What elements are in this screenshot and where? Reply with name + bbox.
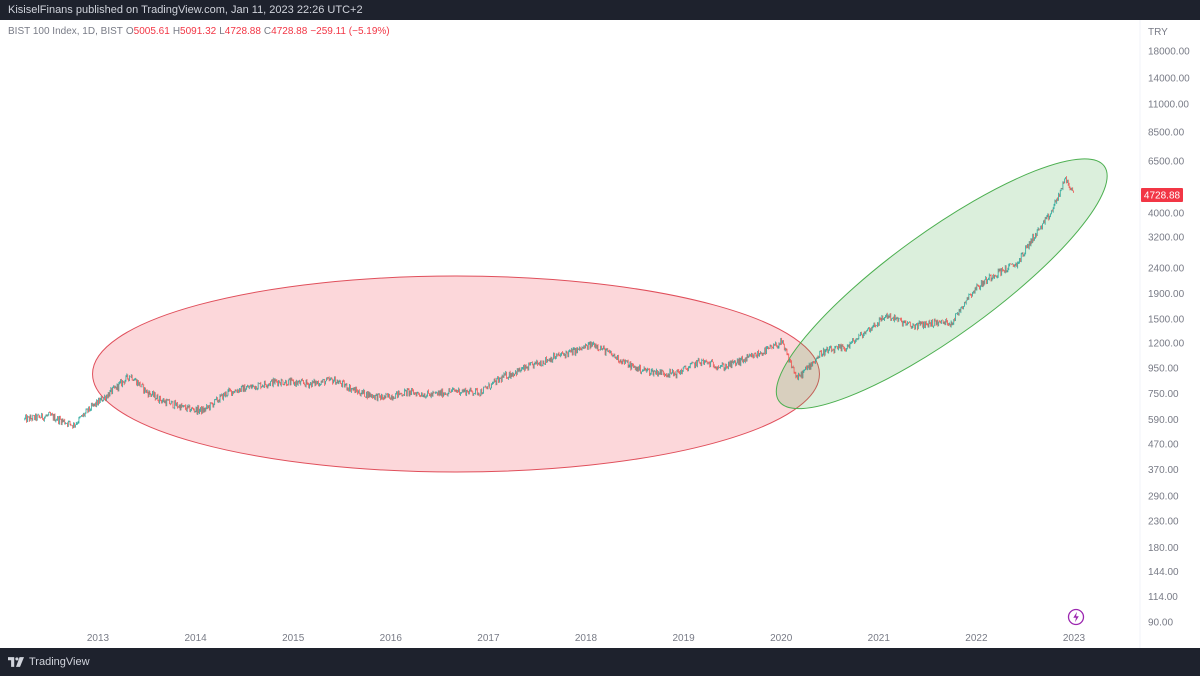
y-tick-label: 8500.00 [1148,127,1185,138]
x-tick-label: 2017 [477,633,500,644]
y-tick-label: 6500.00 [1148,156,1185,167]
low-value: 4728.88 [224,26,261,37]
last-price-badge [1141,188,1183,203]
close-label: C [263,26,272,37]
x-tick-label: 2019 [672,633,695,644]
high-value: 5091.32 [180,26,217,37]
y-tick-label: 230.00 [1148,516,1179,527]
brand-name: TradingView [29,656,90,668]
open-value: 5005.61 [133,26,170,37]
x-tick-label: 2015 [282,633,305,644]
y-tick-label: 2400.00 [1148,264,1185,275]
symbol-label: BIST 100 Index, 1D, BIST [8,26,123,37]
x-tick-label: 2022 [965,633,988,644]
y-tick-label: 750.00 [1148,389,1179,400]
y-tick-label: 11000.00 [1148,100,1189,111]
chart-area[interactable]: 18000.00 14000.00 11000.00 8500.00 6500.00 40… [0,20,1200,648]
change-value: −259.11 (−5.19%) [310,26,390,37]
x-tick-label: 2020 [770,633,793,644]
y-tick-label: 590.00 [1148,415,1179,426]
y-tick-label: 90.00 [1148,618,1173,629]
x-tick-label: 2021 [868,633,891,644]
y-tick-label: 470.00 [1148,439,1179,450]
x-tick-label: 2013 [87,633,110,644]
y-tick-label: 18000.00 [1148,47,1190,58]
price-chart[interactable]: 18000.00 14000.00 11000.00 8500.00 6500.00 40… [0,20,1200,648]
last-price-label: 4728.88 [1144,191,1181,202]
y-tick-label: 4000.00 [1148,209,1185,220]
low-label: L [219,26,225,37]
y-tick-label: 950.00 [1148,364,1179,375]
x-tick-label: 2023 [1063,633,1086,644]
y-tick-label: 1200.00 [1148,338,1185,349]
ohlc-legend: BIST 100 Index, 1D, BIST O5005.61 H5091.… [8,26,390,37]
sideways-range-ellipse [92,275,820,473]
snapshot-lightning-icon[interactable] [1067,608,1085,626]
open-label: O [125,26,134,37]
plot-background [0,20,1200,648]
x-tick-label: 2018 [575,633,598,644]
footer-bar: TradingView [0,648,1200,676]
x-tick-label: 2014 [184,633,207,644]
y-tick-label: 180.00 [1148,543,1179,554]
y-tick-label: 370.00 [1148,465,1179,476]
high-label: H [172,26,181,37]
y-tick-label: 1900.00 [1148,289,1185,300]
y-tick-label: 114.00 [1148,592,1178,603]
publish-info: KisiselFinans published on TradingView.c… [8,4,363,16]
currency-label: TRY [1148,27,1168,38]
close-value: 4728.88 [271,26,308,37]
uptrend-ellipse [775,158,1108,410]
y-tick-label: 14000.00 [1148,74,1190,85]
y-tick-label: 144.00 [1148,567,1179,578]
y-tick-label: 1500.00 [1148,314,1185,325]
x-tick-label: 2016 [380,633,403,644]
tradingview-logo-icon [8,657,24,667]
y-tick-label: 3200.00 [1148,233,1185,244]
y-tick-label: 290.00 [1148,491,1179,502]
